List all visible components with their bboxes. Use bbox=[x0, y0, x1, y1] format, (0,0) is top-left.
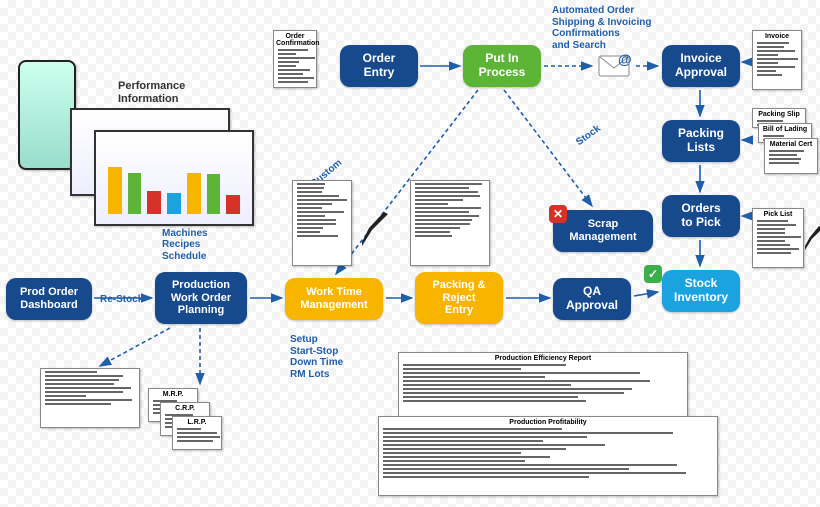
scanner-icon-1 bbox=[803, 224, 820, 259]
mail-icon: @ bbox=[598, 52, 632, 85]
label-0: Performance Information bbox=[118, 80, 185, 105]
svg-text:@: @ bbox=[618, 52, 632, 67]
doc-6 bbox=[292, 180, 352, 266]
scanner-icon-0 bbox=[360, 210, 390, 255]
doc-13: Production Profitability bbox=[378, 416, 718, 496]
node-order_entry: OrderEntry bbox=[340, 45, 418, 87]
node-prod_order_dash: Prod OrderDashboard bbox=[6, 278, 92, 320]
doc-1: Invoice bbox=[752, 30, 802, 90]
monitor-1 bbox=[94, 130, 254, 226]
node-work_time: Work TimeManagement bbox=[285, 278, 383, 320]
flowchart-canvas: @ OrderEntry Put InProcess InvoiceApproval… bbox=[0, 0, 820, 507]
node-orders_to_pick: Ordersto Pick bbox=[662, 195, 740, 237]
doc-7 bbox=[410, 180, 490, 266]
label-3: Stock bbox=[574, 123, 603, 148]
node-scrap_mgmt: ScrapManagement bbox=[553, 210, 653, 252]
doc-4: Material Cert bbox=[764, 138, 818, 174]
reject-badge-icon: ✕ bbox=[549, 205, 567, 223]
node-stock_inventory: StockInventory bbox=[662, 270, 740, 312]
doc-0: Order Confirmation bbox=[273, 30, 317, 88]
node-packing_reject: Packing &RejectEntry bbox=[415, 272, 503, 324]
node-put_in_process: Put InProcess bbox=[463, 45, 541, 87]
label-6: Setup Start-Stop Down Time RM Lots bbox=[290, 334, 343, 380]
node-invoice_approval: InvoiceApproval bbox=[662, 45, 740, 87]
doc-8 bbox=[40, 368, 140, 428]
node-qa_approval: QAApproval bbox=[553, 278, 631, 320]
node-packing_lists: PackingLists bbox=[662, 120, 740, 162]
node-prod_wo_plan: ProductionWork OrderPlanning bbox=[155, 272, 247, 324]
label-5: Re-Stock bbox=[100, 294, 143, 306]
doc-5: Pick List bbox=[752, 208, 804, 268]
phone-mockup bbox=[18, 60, 76, 170]
approve-badge-icon: ✓ bbox=[644, 265, 662, 283]
label-1: Automated Order Shipping & Invoicing Con… bbox=[552, 5, 651, 51]
doc-12: Production Efficiency Report bbox=[398, 352, 688, 418]
doc-11: L.R.P. bbox=[172, 416, 222, 450]
